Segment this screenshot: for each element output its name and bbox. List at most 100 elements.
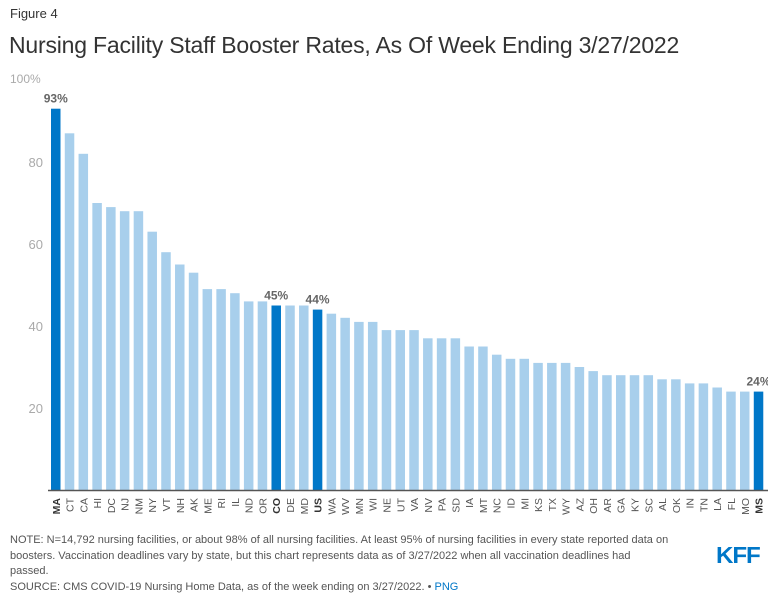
data-label: 93%	[44, 92, 68, 106]
x-tick-label: NM	[133, 498, 145, 514]
x-tick-label: GA	[616, 498, 628, 513]
x-tick-label: ME	[202, 498, 214, 514]
kff-logo: KFF	[715, 542, 761, 568]
x-tick-label: AL	[657, 498, 669, 511]
bar-nv	[423, 338, 433, 490]
bar-or	[257, 301, 268, 490]
bar-fl	[726, 391, 736, 490]
bar-wy	[560, 362, 571, 490]
x-tick-label: IL	[230, 498, 242, 507]
bar-nh	[175, 264, 185, 490]
x-tick-label: CO	[271, 498, 283, 514]
bar-la	[712, 387, 722, 490]
x-tick-label: ND	[244, 498, 256, 514]
x-tick-label: AZ	[574, 497, 586, 511]
y-tick-label: 20	[29, 401, 43, 416]
bar-chart: 20 40 60 80 100% MA CT CA HI DC NJ NM NY VT NH AK ME RI IL…	[10, 72, 768, 515]
bar-il	[230, 293, 240, 490]
x-tick-label: MT	[478, 497, 490, 513]
bar-va	[409, 330, 419, 490]
x-tick-label: MA	[51, 498, 63, 515]
x-tick-label: NE	[381, 498, 393, 513]
bar-mn	[354, 321, 364, 490]
bar-nj	[119, 211, 130, 490]
bar-oh	[588, 371, 598, 490]
x-tick-label: AR	[602, 498, 614, 513]
bar-wa	[326, 313, 337, 490]
chart-title: Nursing Facility Staff Booster Rates, As…	[9, 32, 680, 58]
bar-in	[684, 383, 695, 490]
bar-az	[574, 367, 585, 490]
bar-vt	[161, 252, 171, 490]
bar-ma	[51, 108, 61, 490]
bar-ny	[147, 231, 157, 490]
bar-sd	[450, 338, 461, 490]
x-tick-label: IN	[685, 498, 697, 509]
bar-sc	[643, 375, 654, 490]
bar-me	[202, 289, 213, 490]
x-tick-label: CA	[78, 498, 90, 513]
data-label: 45%	[264, 289, 288, 303]
x-tick-label: LA	[712, 498, 724, 511]
bar-ky	[629, 375, 640, 490]
bar-nc	[491, 354, 502, 490]
bar-pa	[436, 338, 447, 490]
x-tick-label: WI	[368, 498, 380, 511]
x-tick-label: MD	[299, 498, 311, 515]
bar-ok	[671, 379, 681, 490]
bar-ut	[395, 330, 405, 490]
data-label: 44%	[306, 293, 330, 307]
x-tick-label: DC	[106, 498, 118, 514]
y-tick-label: 60	[29, 237, 43, 252]
x-tick-label: NJ	[120, 498, 132, 511]
bar-nm	[133, 211, 144, 490]
x-tick-label: WV	[340, 498, 352, 515]
x-tick-label: DE	[285, 498, 297, 513]
x-tick-label: WY	[561, 498, 573, 515]
bar-mt	[478, 346, 488, 490]
y-tick-label: 100%	[10, 72, 41, 86]
note-text: NOTE: N=14,792 nursing facilities, or ab…	[10, 534, 669, 577]
x-tick-label: MN	[354, 498, 366, 514]
source-text: SOURCE: CMS COVID-19 Nursing Home Data, …	[10, 580, 432, 593]
bar-ct	[64, 133, 75, 491]
x-tick-label: OH	[588, 498, 600, 514]
x-tick-label: NH	[175, 498, 187, 513]
bar-de	[285, 305, 295, 490]
x-tick-label: UT	[395, 497, 407, 512]
data-label: 24%	[747, 375, 768, 389]
x-tick-label: NV	[423, 498, 435, 513]
x-tick-label: OK	[671, 498, 683, 513]
bar-co	[271, 305, 281, 490]
bar-ia	[464, 346, 474, 490]
x-tick-label: RI	[216, 498, 228, 509]
bar-dc	[106, 207, 116, 490]
x-tick-label: VT	[161, 497, 173, 511]
footnote: NOTE: N=14,792 nursing facilities, or ab…	[10, 533, 670, 595]
bar-hi	[92, 203, 102, 490]
png-link[interactable]: PNG	[434, 580, 459, 593]
bar-mi	[519, 358, 530, 490]
x-tick-label: ID	[505, 498, 517, 509]
bar-ks	[533, 362, 543, 490]
x-tick-label: MS	[754, 498, 766, 514]
x-tick-label: NC	[492, 498, 504, 514]
bar-ri	[216, 289, 226, 490]
x-tick-label: OR	[257, 498, 269, 514]
bar-tn	[698, 383, 709, 490]
bar-wi	[367, 321, 378, 490]
x-tick-label: CT	[65, 497, 77, 512]
x-tick-label: KY	[630, 498, 642, 512]
x-tick-label: WA	[326, 498, 338, 515]
bar-md	[299, 305, 309, 490]
x-tick-label: NY	[147, 498, 159, 513]
bar-ms	[753, 391, 764, 490]
bar-ca	[78, 153, 89, 491]
bar-nd	[243, 301, 254, 490]
y-tick-label: 40	[29, 319, 43, 334]
bar-ak	[188, 272, 199, 490]
x-tick-label: TN	[698, 498, 710, 512]
bar-al	[657, 379, 667, 490]
x-tick-label: KS	[533, 498, 545, 512]
x-tick-label: PA	[437, 498, 449, 511]
